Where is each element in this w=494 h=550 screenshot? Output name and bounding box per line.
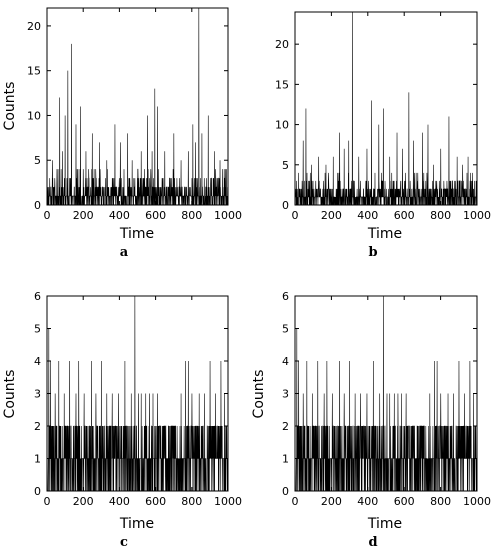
y-tick-label: 20	[275, 38, 289, 51]
x-axis-title: Time	[367, 226, 402, 242]
x-tick-label: 0	[44, 209, 51, 222]
y-axis-title: Counts	[2, 82, 18, 131]
y-axis-title: Counts	[2, 370, 18, 419]
y-tick-label: 5	[282, 159, 289, 172]
y-tick-label: 0	[282, 199, 289, 212]
x-tick-label: 600	[145, 209, 166, 222]
x-tick-label: 1000	[463, 495, 491, 508]
panel-label: b	[368, 245, 377, 260]
panel-b: 0 200 400 600 800 1000 0 5 10 15 20 Time b	[275, 11, 491, 260]
x-tick-label: 600	[394, 495, 415, 508]
x-tick-label: 1000	[214, 209, 242, 222]
y-tick-label: 6	[34, 290, 41, 303]
x-tick-label: 0	[292, 495, 299, 508]
x-tick-label: 400	[109, 209, 130, 222]
x-tick-label: 800	[430, 495, 451, 508]
x-tick-label: 800	[181, 495, 202, 508]
x-tick-label: 600	[394, 209, 415, 222]
y-tick-label: 5	[34, 154, 41, 167]
x-tick-label: 800	[181, 209, 202, 222]
y-tick-label: 0	[282, 485, 289, 498]
y-tick-label: 4	[34, 355, 41, 368]
x-tick-label: 400	[109, 495, 130, 508]
y-tick-label: 3	[34, 388, 41, 401]
x-tick-label: 0	[292, 209, 299, 222]
series-line	[294, 295, 477, 492]
x-tick-label: 1000	[214, 495, 242, 508]
y-tick-label: 5	[34, 323, 41, 336]
x-axis-title: Time	[119, 226, 154, 242]
panel-label: a	[120, 245, 129, 260]
x-tick-label: 0	[44, 495, 51, 508]
series-line	[294, 11, 478, 206]
x-tick-label: 800	[430, 209, 451, 222]
y-axis-title: Counts	[251, 370, 267, 419]
y-tick-label: 4	[282, 355, 289, 368]
panel-a: 0 200 400 600 800 1000 0 5 10 15 20 Time Counts a	[2, 7, 242, 260]
x-tick-label: 1000	[463, 209, 491, 222]
y-tick-label: 10	[27, 109, 41, 122]
x-tick-label: 200	[321, 209, 342, 222]
x-tick-label: 400	[357, 209, 378, 222]
x-tick-label: 200	[321, 495, 342, 508]
y-tick-label: 0	[34, 485, 41, 498]
y-tick-label: 1	[282, 453, 289, 466]
y-tick-label: 2	[34, 420, 41, 433]
panel-label: c	[120, 535, 128, 550]
y-tick-label: 6	[282, 290, 289, 303]
plot-frame	[294, 11, 478, 206]
x-tick-label: 200	[73, 495, 94, 508]
y-tick-label: 1	[34, 453, 41, 466]
series-line	[46, 295, 228, 492]
y-tick-label: 15	[27, 65, 41, 78]
y-tick-label: 10	[275, 119, 289, 132]
y-tick-label: 5	[282, 323, 289, 336]
x-axis-title: Time	[367, 516, 402, 532]
y-tick-label: 2	[282, 420, 289, 433]
y-tick-label: 20	[27, 20, 41, 33]
panel-c: 0 200 400 600 800 1000 0 1 2 3 4 5 6 Time Counts c	[2, 290, 242, 550]
x-tick-label: 200	[73, 209, 94, 222]
y-tick-label: 15	[275, 78, 289, 91]
y-tick-label: 0	[34, 199, 41, 212]
x-axis-title: Time	[119, 516, 154, 532]
y-tick-label: 3	[282, 388, 289, 401]
panel-d: 0 200 400 600 800 1000 0 1 2 3 4 5 6 Time Counts d	[251, 290, 491, 550]
x-tick-label: 400	[357, 495, 378, 508]
series-line	[46, 7, 229, 206]
x-tick-label: 600	[145, 495, 166, 508]
panel-label: d	[368, 535, 377, 550]
